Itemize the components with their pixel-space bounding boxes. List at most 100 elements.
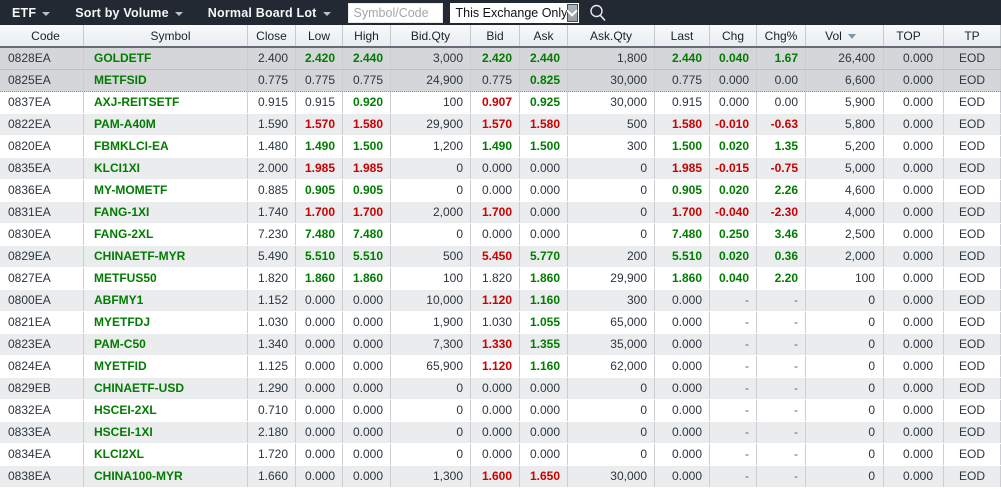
table-row[interactable]: 0829EA CHINAETF-MYR 5.490 5.510 5.510 500 5.45… (0, 246, 1001, 268)
column-header-code[interactable]: Code (0, 25, 84, 46)
cell-last: 0.000 (655, 312, 710, 333)
column-header-label: TOP (896, 28, 921, 43)
search-icon[interactable] (587, 2, 609, 24)
exchange-filter-select[interactable]: This Exchange Only (449, 2, 579, 23)
column-header-bid[interactable]: Bid (471, 25, 520, 46)
cell-ask-qty: 30,000 (568, 92, 655, 113)
cell-high: 0.920 (343, 92, 391, 113)
column-header-tp[interactable]: TP (944, 25, 1001, 46)
cell-top: 0.000 (884, 114, 944, 135)
column-header-close[interactable]: Close (248, 25, 296, 46)
symbol-code-input[interactable] (347, 2, 443, 23)
cell-ask-qty: 1,800 (568, 48, 655, 69)
table-row[interactable]: 0836EA MY-MOMETF 0.885 0.905 0.905 0 0.000 0.00… (0, 180, 1001, 202)
table-body: 0828EA GOLDETF 2.400 2.420 2.440 3,000 2.420 2.… (0, 48, 1001, 488)
table-row[interactable]: 0822EA PAM-A40M 1.590 1.570 1.580 29,900 1.570… (0, 114, 1001, 136)
cell-code: 0837EA (0, 92, 84, 113)
table-row[interactable]: 0833EA HSCEI-1XI 2.180 0.000 0.000 0 0.000 0.00… (0, 422, 1001, 444)
cell-ask: 0.000 (520, 180, 568, 201)
cell-chg: - (710, 312, 757, 333)
cell-high: 5.510 (343, 246, 391, 267)
cell-symbol: ABFMY1 (84, 290, 248, 311)
table-row[interactable]: 0821EA MYETFDJ 1.030 0.000 0.000 1,900 1.030 1.… (0, 312, 1001, 334)
cell-code: 0834EA (0, 444, 84, 465)
cell-ask: 1.860 (520, 268, 568, 289)
cell-chg-pct: 0.36 (757, 246, 806, 267)
cell-last: 5.510 (655, 246, 710, 267)
table-row[interactable]: 0827EA METFUS50 1.820 1.860 1.860 100 1.820 1.8… (0, 268, 1001, 290)
menu-board-lot[interactable]: Normal Board Lot (208, 6, 331, 20)
column-header-last[interactable]: Last (655, 25, 710, 46)
column-header-label: Ask (533, 28, 554, 43)
cell-vol: 100 (806, 268, 884, 289)
cell-bid: 0.775 (471, 70, 520, 91)
cell-ask-qty: 0 (568, 378, 655, 399)
column-header-chg[interactable]: Chg (710, 25, 757, 46)
cell-high: 0.905 (343, 180, 391, 201)
cell-high: 7.480 (343, 224, 391, 245)
cell-top: 0.000 (884, 202, 944, 223)
cell-ask: 1.500 (520, 136, 568, 157)
table-row[interactable]: 0829EB CHINAETF-USD 1.290 0.000 0.000 0 0.000 0… (0, 378, 1001, 400)
cell-low: 0.000 (296, 356, 343, 377)
cell-high: 0.000 (343, 378, 391, 399)
table-row[interactable]: 0800EA ABFMY1 1.152 0.000 0.000 10,000 1.120 1.… (0, 290, 1001, 312)
cell-close: 0.885 (248, 180, 296, 201)
cell-symbol: GOLDETF (84, 48, 248, 69)
table-row[interactable]: 0835EA KLCI1XI 2.000 1.985 1.985 0 0.000 0.000 0… (0, 158, 1001, 180)
cell-top: 0.000 (884, 400, 944, 421)
cell-vol: 2,000 (806, 246, 884, 267)
cell-low: 0.000 (296, 466, 343, 487)
column-header-vol[interactable]: Vol (806, 25, 884, 46)
table-row[interactable]: 0831EA FANG-1XI 1.740 1.700 1.700 2,000 1.700 0… (0, 202, 1001, 224)
cell-bid-qty: 0 (391, 422, 471, 443)
table-row[interactable]: 0823EA PAM-C50 1.340 0.000 0.000 7,300 1.330 1.… (0, 334, 1001, 356)
cell-vol: 0 (806, 290, 884, 311)
column-header-symbol[interactable]: Symbol (84, 25, 248, 46)
column-header-label: Chg (721, 28, 744, 43)
column-header-ask[interactable]: Ask (520, 25, 568, 46)
cell-top: 0.000 (884, 356, 944, 377)
cell-vol: 5,200 (806, 136, 884, 157)
cell-bid-qty: 3,000 (391, 48, 471, 69)
table-row[interactable]: 0824EA MYETFID 1.125 0.000 0.000 65,900 1.120 1… (0, 356, 1001, 378)
cell-symbol: MY-MOMETF (84, 180, 248, 201)
cell-chg: - (710, 422, 757, 443)
column-header-high[interactable]: High (343, 25, 391, 46)
cell-tp: EOD (944, 70, 1001, 91)
cell-vol: 4,600 (806, 180, 884, 201)
cell-close: 1.290 (248, 378, 296, 399)
column-header-ask-qty[interactable]: Ask.Qty (568, 25, 655, 46)
cell-chg: 0.040 (710, 268, 757, 289)
dropdown-button[interactable] (566, 3, 579, 22)
table-row[interactable]: 0830EA FANG-2XL 7.230 7.480 7.480 0 0.000 0.000… (0, 224, 1001, 246)
cell-vol: 5,800 (806, 114, 884, 135)
table-row[interactable]: 0832EA HSCEI-2XL 0.710 0.000 0.000 0 0.000 0.00… (0, 400, 1001, 422)
column-header-top[interactable]: TOP (884, 25, 944, 46)
table-row[interactable]: 0834EA KLCI2XL 1.720 0.000 0.000 0 0.000 0.000 0… (0, 444, 1001, 466)
menu-etf[interactable]: ETF (12, 6, 51, 20)
cell-ask-qty: 30,000 (568, 466, 655, 487)
cell-tp: EOD (944, 356, 1001, 377)
table-row[interactable]: 0828EA GOLDETF 2.400 2.420 2.440 3,000 2.420 2.… (0, 48, 1001, 70)
cell-chg: 0.000 (710, 92, 757, 113)
table-row[interactable]: 0825EA METFSID 0.775 0.775 0.775 24,900 0.775 0… (0, 70, 1001, 92)
cell-bid: 0.000 (471, 444, 520, 465)
table-row[interactable]: 0820EA FBMKLCI-EA 1.480 1.490 1.500 1,200 1.49… (0, 136, 1001, 158)
column-header-chg-pct[interactable]: Chg% (757, 25, 806, 46)
cell-chg-pct: 0.00 (757, 70, 806, 91)
exchange-filter-value: This Exchange Only (455, 5, 568, 20)
table-row[interactable]: 0837EA AXJ-REITSETF 0.915 0.915 0.920 100 0.90… (0, 92, 1001, 114)
chevron-down-icon (566, 5, 579, 17)
cell-symbol: CHINAETF-USD (84, 378, 248, 399)
cell-ask-qty: 200 (568, 246, 655, 267)
column-header-low[interactable]: Low (296, 25, 343, 46)
cell-tp: EOD (944, 136, 1001, 157)
cell-symbol: FANG-1XI (84, 202, 248, 223)
cell-symbol: METFSID (84, 70, 248, 91)
column-header-bid-qty[interactable]: Bid.Qty (391, 25, 471, 46)
cell-low: 0.000 (296, 422, 343, 443)
table-row[interactable]: 0838EA CHINA100-MYR 1.660 0.000 0.000 1,300 1.… (0, 466, 1001, 488)
column-header-label: Bid.Qty (410, 28, 451, 43)
menu-sort-by-volume[interactable]: Sort by Volume (75, 6, 183, 20)
